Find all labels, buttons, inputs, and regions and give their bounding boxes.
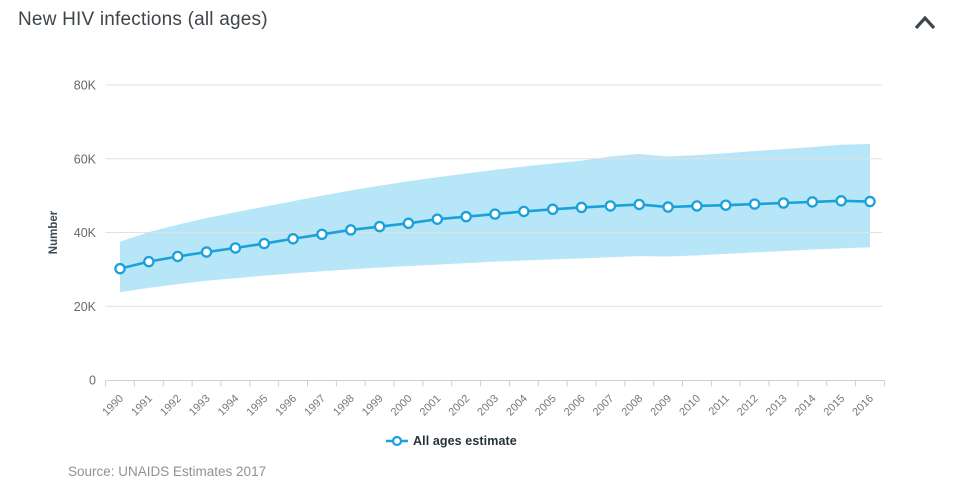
- data-point-marker-1998[interactable]: [345, 224, 357, 236]
- data-point-marker-1996[interactable]: [287, 233, 299, 245]
- x-axis-label: 2013: [764, 393, 790, 419]
- x-axis-label: 1995: [245, 393, 271, 419]
- data-point-marker-1999[interactable]: [373, 220, 386, 233]
- data-point-marker-2000[interactable]: [402, 217, 415, 230]
- data-point-marker-2002[interactable]: [460, 210, 472, 223]
- data-point-marker-1992[interactable]: [171, 250, 184, 263]
- x-axis-label: 2015: [821, 393, 847, 419]
- data-point-marker-1994[interactable]: [229, 242, 242, 254]
- data-point-marker-2016[interactable]: [864, 195, 876, 208]
- data-point-markers: [114, 195, 876, 275]
- x-axis-label: 2011: [707, 393, 732, 418]
- y-axis-label: 60K: [74, 152, 97, 166]
- data-point-marker-2011[interactable]: [720, 199, 732, 211]
- y-gridlines: [105, 84, 882, 307]
- data-point-marker-2003[interactable]: [489, 208, 501, 220]
- y-axis-title: Number: [48, 210, 60, 254]
- data-point-marker-2013[interactable]: [777, 197, 790, 209]
- legend-item-all-ages-estimate[interactable]: All ages estimate: [386, 430, 517, 452]
- data-point-marker-1991[interactable]: [143, 255, 155, 268]
- x-axis-label: 2006: [562, 393, 588, 419]
- data-point-marker-2009[interactable]: [662, 201, 674, 213]
- data-point-marker-2014[interactable]: [806, 196, 819, 208]
- data-point-marker-1997[interactable]: [316, 228, 328, 241]
- source-note: Source: UNAIDS Estimates 2017: [68, 464, 267, 479]
- y-axis-label: 80K: [74, 79, 97, 93]
- data-point-marker-2012[interactable]: [748, 198, 761, 210]
- data-point-marker-2006[interactable]: [575, 201, 588, 214]
- y-axis-label: 20K: [74, 300, 97, 314]
- x-axis-label: 2014: [793, 393, 819, 419]
- x-axis-label: 1991: [129, 393, 155, 419]
- y-axis-label: 40K: [74, 226, 97, 240]
- x-axis-label: 2010: [677, 393, 703, 419]
- chevron-up-icon: [914, 15, 936, 30]
- x-axis-label: 1997: [302, 393, 328, 419]
- data-point-marker-2005[interactable]: [546, 203, 559, 216]
- data-point-marker-2008[interactable]: [633, 198, 645, 211]
- data-point-marker-1995[interactable]: [258, 237, 270, 250]
- x-axis-label: 2003: [475, 393, 501, 419]
- data-point-marker-2010[interactable]: [691, 200, 703, 212]
- x-axis-label: 1998: [331, 393, 357, 419]
- x-axis-label: 2009: [648, 393, 674, 419]
- data-point-marker-2007[interactable]: [604, 200, 617, 212]
- x-axis-label: 1994: [216, 393, 242, 419]
- x-axis-label: 1992: [158, 393, 184, 419]
- x-axis-label: 2016: [850, 393, 876, 419]
- collapse-button[interactable]: [912, 10, 938, 36]
- data-point-marker-1990[interactable]: [114, 262, 126, 275]
- page-title: New HIV infections (all ages): [18, 9, 268, 30]
- data-point-marker-2001[interactable]: [431, 213, 444, 225]
- x-axis-label: 1999: [360, 393, 386, 419]
- x-axis-label: 2002: [446, 393, 472, 419]
- legend-label: All ages estimate: [413, 434, 517, 448]
- x-axis-label: 1993: [187, 393, 213, 419]
- x-axis-label: 2008: [620, 393, 646, 419]
- x-axis: [105, 380, 885, 387]
- y-axis-labels: 0 20K 40K 60K 80K: [74, 79, 97, 388]
- x-axis-label: 2001: [418, 393, 444, 419]
- data-point-marker-1993[interactable]: [200, 246, 213, 258]
- legend-marker-icon: [386, 435, 408, 447]
- x-axis-label: 2004: [504, 393, 530, 419]
- data-point-marker-2015[interactable]: [835, 195, 847, 207]
- x-axis-label: 2000: [389, 393, 415, 419]
- x-axis-labels: 1990 1991 1992 1993 1994 1995 1996 1997 1998 1999…: [100, 393, 876, 419]
- y-axis-label: 0: [89, 374, 96, 388]
- x-axis-label: 1996: [273, 393, 299, 419]
- x-axis-label: 2005: [533, 393, 559, 419]
- x-axis-label: 2012: [735, 393, 761, 419]
- x-axis-label: 2007: [591, 393, 617, 419]
- x-axis-label: 1990: [100, 393, 126, 419]
- data-point-marker-2004[interactable]: [518, 205, 530, 218]
